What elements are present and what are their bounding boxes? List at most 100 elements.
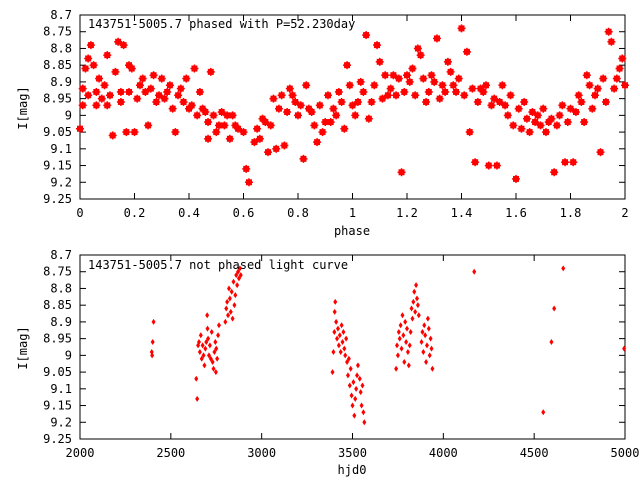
data-point — [541, 128, 550, 137]
data-point — [205, 312, 210, 319]
data-point — [330, 369, 335, 376]
phased-y-tick-label: 8.75 — [43, 25, 72, 39]
data-point — [360, 382, 365, 389]
data-point — [244, 178, 253, 187]
data-point — [232, 302, 237, 309]
data-point — [340, 124, 349, 133]
data-point — [283, 108, 292, 117]
data-point — [397, 168, 406, 177]
data-point — [344, 335, 349, 342]
data-point — [441, 87, 450, 96]
data-point — [234, 272, 239, 279]
data-point — [149, 71, 158, 80]
data-point — [171, 128, 180, 137]
data-point — [400, 87, 409, 96]
data-point — [204, 134, 213, 143]
data-point — [428, 335, 433, 342]
data-point — [591, 91, 600, 100]
data-point — [220, 121, 229, 130]
data-point — [237, 265, 242, 272]
data-point — [299, 154, 308, 163]
data-point — [533, 111, 542, 120]
data-point — [86, 41, 95, 50]
data-point — [373, 41, 382, 50]
unphased-x-axis-label: hjd0 — [338, 463, 367, 477]
data-point — [381, 71, 390, 80]
data-point — [288, 91, 297, 100]
phased-x-tick-label: 0.2 — [124, 206, 146, 220]
data-point — [333, 298, 338, 305]
data-point — [193, 111, 202, 120]
data-point — [386, 84, 395, 93]
data-point — [435, 94, 444, 103]
data-point — [358, 389, 363, 396]
data-point — [343, 352, 348, 359]
data-point — [116, 87, 125, 96]
data-point — [163, 87, 172, 96]
data-point — [413, 44, 422, 53]
data-point — [596, 148, 605, 157]
phased-x-tick-label: 0.4 — [178, 206, 200, 220]
data-point — [336, 342, 341, 349]
data-point — [577, 97, 586, 106]
data-point — [414, 282, 419, 289]
data-point — [452, 87, 461, 96]
data-point — [402, 359, 407, 366]
data-point — [423, 332, 428, 339]
data-point — [622, 345, 627, 352]
data-point — [212, 349, 217, 356]
data-point — [397, 335, 402, 342]
data-point — [348, 365, 353, 372]
data-point — [213, 338, 218, 345]
data-point — [326, 118, 335, 127]
data-point — [127, 64, 136, 73]
data-point — [454, 74, 463, 83]
data-point — [236, 268, 241, 275]
unphased-y-tick-label: 8.9 — [50, 315, 72, 329]
data-point — [111, 67, 120, 76]
data-point — [238, 272, 243, 279]
phased-x-tick-label: 0 — [76, 206, 83, 220]
unphased-x-tick-label: 2000 — [66, 446, 95, 460]
unphased-y-tick-label: 9.15 — [43, 399, 72, 413]
data-point — [430, 77, 439, 86]
data-point — [338, 349, 343, 356]
data-point — [473, 97, 482, 106]
data-point — [350, 402, 355, 409]
data-point — [422, 97, 431, 106]
data-point — [356, 77, 365, 86]
data-point — [202, 362, 207, 369]
data-point — [239, 128, 248, 137]
data-point — [405, 325, 409, 332]
data-point — [405, 77, 414, 86]
data-point — [310, 121, 319, 130]
data-point — [449, 81, 458, 90]
data-point — [205, 325, 210, 332]
data-point — [206, 67, 215, 76]
data-point — [514, 104, 523, 113]
data-point — [407, 342, 412, 349]
data-point — [253, 124, 262, 133]
data-point — [135, 81, 144, 90]
data-point — [233, 292, 238, 299]
data-point — [419, 338, 424, 345]
data-point — [353, 395, 358, 402]
unphased-x-tick-label: 3000 — [247, 446, 276, 460]
unphased-x-tick-label: 5000 — [611, 446, 640, 460]
data-point — [122, 128, 131, 137]
data-point — [190, 64, 199, 73]
data-point — [211, 365, 216, 372]
data-point — [334, 87, 343, 96]
data-point — [318, 128, 327, 137]
data-point — [465, 128, 474, 137]
phased-y-tick-label: 8.7 — [50, 8, 72, 22]
data-point — [503, 111, 512, 120]
data-point — [95, 74, 104, 83]
data-point — [416, 312, 421, 319]
data-point — [89, 61, 98, 70]
data-point — [563, 118, 572, 127]
data-point — [501, 101, 510, 110]
data-point — [213, 369, 218, 376]
unphased-data-points — [149, 265, 627, 426]
data-point — [588, 104, 597, 113]
